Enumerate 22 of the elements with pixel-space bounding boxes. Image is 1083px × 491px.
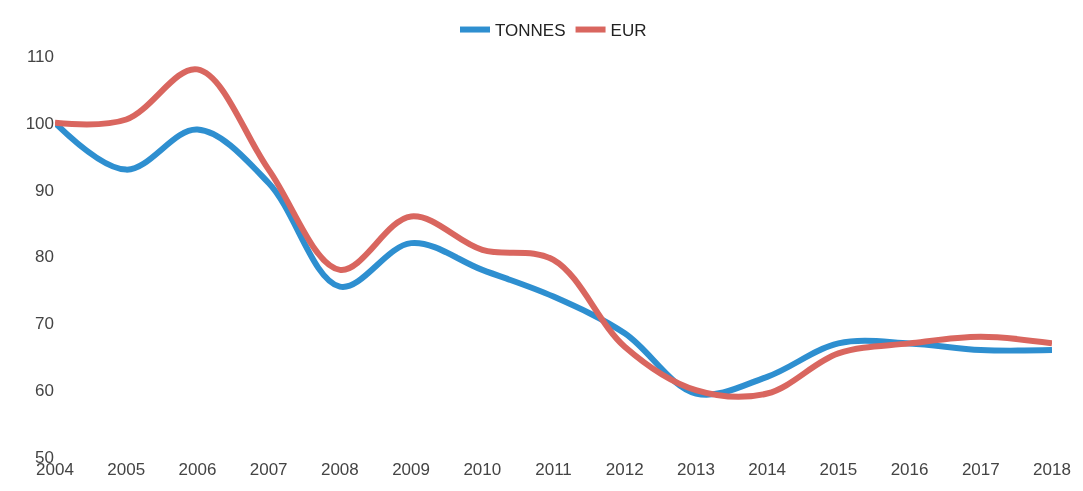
legend-label: TONNES (495, 21, 566, 41)
y-tick-label: 100 (25, 113, 54, 133)
x-tick-label: 2011 (535, 460, 572, 479)
y-tick-label: 110 (26, 46, 54, 66)
x-tick-label: 2016 (890, 460, 929, 479)
legend-label: EUR (610, 21, 647, 41)
x-tick-label: 2010 (463, 460, 502, 479)
x-tick-label: 2013 (677, 460, 715, 479)
x-tick-label: 2017 (961, 460, 1000, 479)
x-tick-label: 2014 (748, 460, 787, 479)
x-tick-label: 2018 (1033, 460, 1071, 479)
y-tick-label: 60 (35, 381, 54, 401)
x-tick-label: 2006 (178, 460, 217, 479)
x-tick-label: 2015 (819, 460, 858, 479)
x-tick-label: 2009 (392, 460, 430, 479)
y-tick-label: 90 (35, 180, 54, 200)
x-tick-label: 2007 (249, 460, 288, 479)
x-tick-label: 2005 (107, 460, 146, 479)
x-tick-label: 2012 (605, 460, 644, 479)
y-tick-label: 70 (35, 314, 54, 334)
y-tick-label: 80 (35, 247, 54, 267)
x-tick-label: 2008 (320, 460, 359, 479)
